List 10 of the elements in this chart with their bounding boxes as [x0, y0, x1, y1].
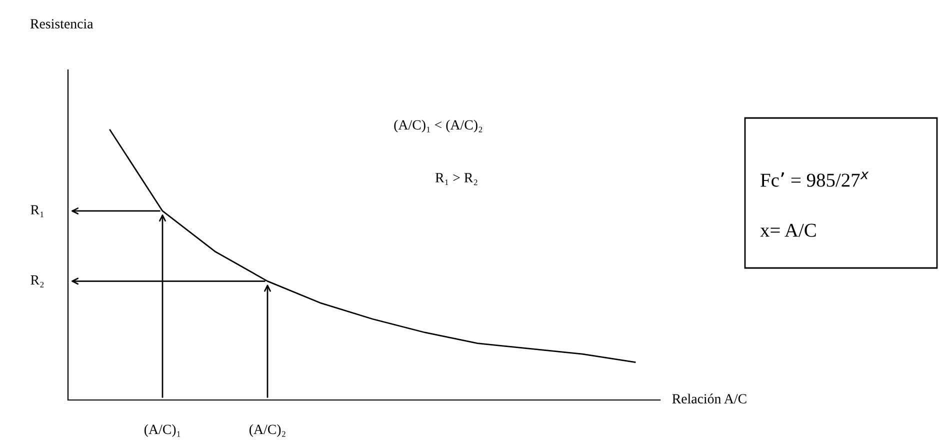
text: R₂: [30, 275, 44, 288]
annotation: R₁ > R₂: [435, 173, 478, 186]
text: (A/C)₁: [144, 424, 180, 437]
text: Fc’ = 985/27$^{x}$: [760, 172, 869, 187]
annotation: (A/C)₁ < (A/C)₂: [394, 120, 482, 132]
text: x= A/C: [760, 224, 816, 237]
x-axis-title: Relación A/C: [672, 394, 746, 404]
text: (A/C)₂: [249, 424, 286, 437]
text: R₁: [30, 205, 44, 218]
text: Resistencia: [30, 19, 94, 28]
